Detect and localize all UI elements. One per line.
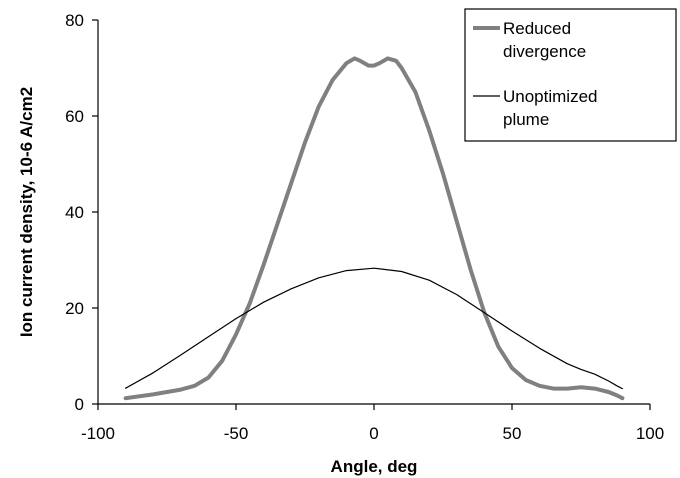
y-axis-ticks: 0 20 40 60 80 <box>65 11 98 414</box>
legend-label-reduced-divergence-line1: Reduced <box>503 19 571 38</box>
y-axis-title: Ion current density, 10-6 A/cm2 <box>17 87 36 337</box>
legend-label-unoptimized-plume-line2: plume <box>503 110 549 129</box>
legend: Reduced divergence Unoptimized plume <box>464 8 677 142</box>
x-tick-label: 50 <box>503 424 522 443</box>
series-line-reduced-divergence <box>123 56 625 401</box>
y-tick-label: 0 <box>75 395 84 414</box>
y-tick-label: 20 <box>65 299 84 318</box>
x-tick-label: -50 <box>224 424 249 443</box>
y-tick-label: 40 <box>65 203 84 222</box>
y-tick-label: 60 <box>65 107 84 126</box>
x-tick-label: -100 <box>81 424 115 443</box>
series-layer <box>123 56 625 401</box>
x-tick-label: 0 <box>369 424 378 443</box>
x-axis-ticks: -100 -50 0 50 100 <box>81 404 664 443</box>
legend-label-reduced-divergence-line2: divergence <box>503 42 586 61</box>
legend-label-unoptimized-plume-line1: Unoptimized <box>503 87 598 106</box>
x-tick-label: 100 <box>636 424 664 443</box>
x-axis-title: Angle, deg <box>331 457 418 476</box>
y-tick-label: 80 <box>65 11 84 30</box>
series-line-unoptimized-plume <box>124 267 624 390</box>
legend-box <box>464 8 677 142</box>
